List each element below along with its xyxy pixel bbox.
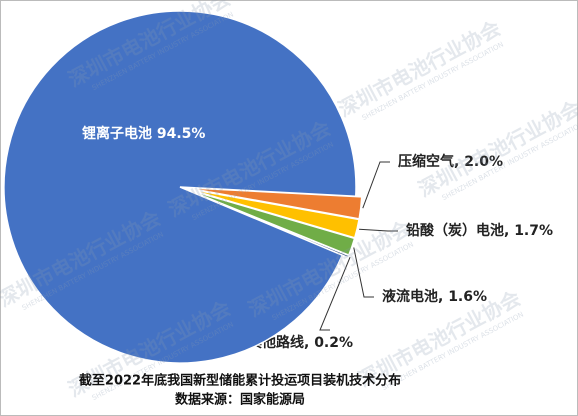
leader-line (362, 161, 390, 209)
pie-slice (3, 10, 357, 364)
data-label: 其他路线, 0.2% (248, 334, 353, 351)
chart-title: 截至2022年底我国新型储能累计投运项目装机技术分布 (79, 373, 401, 389)
leader-line (359, 228, 398, 232)
data-label: 锂离子电池 94.5% (82, 125, 205, 142)
leader-line (319, 257, 351, 331)
pie: 压缩空气, 2.0% 铅酸（炭）电池, 1.7% 液流电池, 1.6% 其他路线, 0… (3, 10, 553, 364)
data-label: 压缩空气, 2.0% (398, 153, 503, 170)
data-label: 铅酸（炭）电池, 1.7% (405, 222, 553, 239)
leader-line (353, 247, 374, 298)
source: 数据来源：国家能源局 (175, 392, 305, 408)
data-label: 液流电池, 1.6% (382, 288, 487, 305)
